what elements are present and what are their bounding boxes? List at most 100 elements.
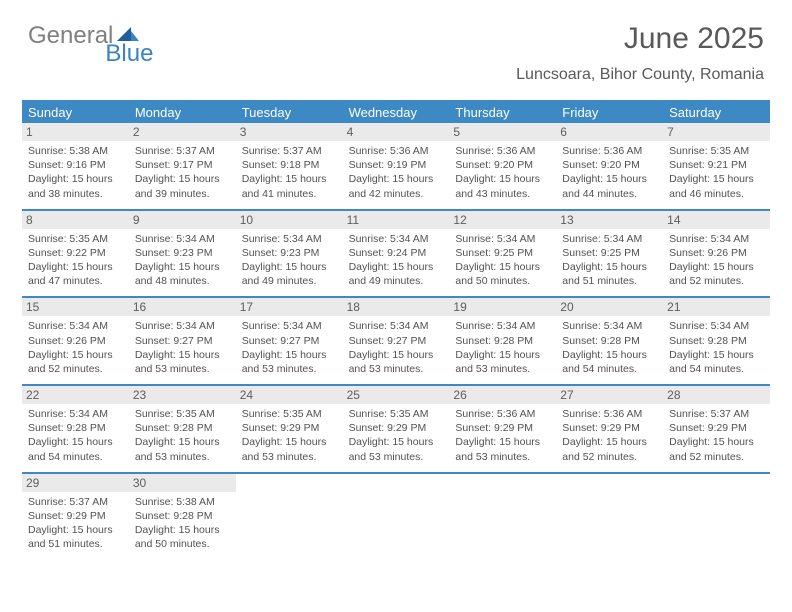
calendar-cell: 14Sunrise: 5:34 AMSunset: 9:26 PMDayligh…	[663, 211, 770, 297]
sunset-line: Sunset: 9:23 PM	[242, 246, 337, 260]
sunset-line: Sunset: 9:26 PM	[669, 246, 764, 260]
daylight-line: Daylight: 15 hours and 52 minutes.	[669, 260, 764, 288]
daylight-line: Daylight: 15 hours and 53 minutes.	[455, 435, 550, 463]
sunset-line: Sunset: 9:20 PM	[562, 158, 657, 172]
day-number: 6	[556, 123, 663, 141]
sunrise-line: Sunrise: 5:35 AM	[135, 407, 230, 421]
daylight-line: Daylight: 15 hours and 48 minutes.	[135, 260, 230, 288]
sunrise-line: Sunrise: 5:34 AM	[349, 319, 444, 333]
day-name: Monday	[129, 102, 236, 123]
sunrise-line: Sunrise: 5:35 AM	[242, 407, 337, 421]
day-number: 18	[343, 298, 450, 316]
sunrise-line: Sunrise: 5:36 AM	[349, 144, 444, 158]
sunrise-line: Sunrise: 5:36 AM	[562, 407, 657, 421]
sunset-line: Sunset: 9:20 PM	[455, 158, 550, 172]
sunrise-line: Sunrise: 5:37 AM	[242, 144, 337, 158]
brand-second: Blue	[105, 42, 153, 66]
day-name: Friday	[556, 102, 663, 123]
calendar-cell: 23Sunrise: 5:35 AMSunset: 9:28 PMDayligh…	[129, 386, 236, 472]
day-number: 12	[449, 211, 556, 229]
sunrise-line: Sunrise: 5:34 AM	[28, 407, 123, 421]
calendar-week: 15Sunrise: 5:34 AMSunset: 9:26 PMDayligh…	[22, 298, 770, 386]
calendar-cell	[556, 474, 663, 560]
calendar-cell: 25Sunrise: 5:35 AMSunset: 9:29 PMDayligh…	[343, 386, 450, 472]
calendar-cell: 28Sunrise: 5:37 AMSunset: 9:29 PMDayligh…	[663, 386, 770, 472]
daylight-line: Daylight: 15 hours and 38 minutes.	[28, 172, 123, 200]
sunrise-line: Sunrise: 5:34 AM	[669, 319, 764, 333]
sunrise-line: Sunrise: 5:34 AM	[455, 232, 550, 246]
daylight-line: Daylight: 15 hours and 51 minutes.	[562, 260, 657, 288]
sunrise-line: Sunrise: 5:34 AM	[242, 319, 337, 333]
daylight-line: Daylight: 15 hours and 51 minutes.	[28, 523, 123, 551]
calendar-cell: 29 Sunrise: 5:37 AMSunset: 9:29 PMDayligh…	[22, 474, 129, 560]
day-name: Wednesday	[343, 102, 450, 123]
page-header: June 2025 Luncsoara, Bihor County, Roman…	[516, 22, 764, 84]
sunset-line: Sunset: 9:22 PM	[28, 246, 123, 260]
calendar-week: 1Sunrise: 5:38 AMSunset: 9:16 PMDaylight…	[22, 123, 770, 211]
calendar-cell: 27Sunrise: 5:36 AMSunset: 9:29 PMDayligh…	[556, 386, 663, 472]
calendar-cell	[236, 474, 343, 560]
sunrise-line: Sunrise: 5:35 AM	[28, 232, 123, 246]
daylight-line: Daylight: 15 hours and 44 minutes.	[562, 172, 657, 200]
sunset-line: Sunset: 9:27 PM	[242, 334, 337, 348]
day-number: 17	[236, 298, 343, 316]
day-number: 26	[449, 386, 556, 404]
sunset-line: Sunset: 9:18 PM	[242, 158, 337, 172]
day-number: 19	[449, 298, 556, 316]
day-number: 10	[236, 211, 343, 229]
calendar-cell: 7Sunrise: 5:35 AMSunset: 9:21 PMDaylight…	[663, 123, 770, 209]
sunrise-line: Sunrise: 5:38 AM	[135, 495, 230, 509]
day-number: 2	[129, 123, 236, 141]
sunset-line: Sunset: 9:16 PM	[28, 158, 123, 172]
daylight-line: Daylight: 15 hours and 46 minutes.	[669, 172, 764, 200]
sunset-line: Sunset: 9:21 PM	[669, 158, 764, 172]
sunrise-line: Sunrise: 5:34 AM	[135, 232, 230, 246]
calendar-cell: 22Sunrise: 5:34 AMSunset: 9:28 PMDayligh…	[22, 386, 129, 472]
day-name: Thursday	[449, 102, 556, 123]
sunset-line: Sunset: 9:28 PM	[455, 334, 550, 348]
sunrise-line: Sunrise: 5:37 AM	[135, 144, 230, 158]
daylight-line: Daylight: 15 hours and 54 minutes.	[669, 348, 764, 376]
sunset-line: Sunset: 9:29 PM	[455, 421, 550, 435]
daylight-line: Daylight: 15 hours and 41 minutes.	[242, 172, 337, 200]
daylight-line: Daylight: 15 hours and 54 minutes.	[562, 348, 657, 376]
brand-first: General	[28, 24, 113, 48]
sunrise-line: Sunrise: 5:37 AM	[669, 407, 764, 421]
sunset-line: Sunset: 9:25 PM	[455, 246, 550, 260]
day-number: 25	[343, 386, 450, 404]
sunset-line: Sunset: 9:25 PM	[562, 246, 657, 260]
calendar-cell	[343, 474, 450, 560]
sunrise-line: Sunrise: 5:36 AM	[455, 407, 550, 421]
daylight-line: Daylight: 15 hours and 39 minutes.	[135, 172, 230, 200]
daylight-line: Daylight: 15 hours and 49 minutes.	[242, 260, 337, 288]
sunset-line: Sunset: 9:24 PM	[349, 246, 444, 260]
day-number: 3	[236, 123, 343, 141]
calendar-cell: 2Sunrise: 5:37 AMSunset: 9:17 PMDaylight…	[129, 123, 236, 209]
calendar-week: 8Sunrise: 5:35 AMSunset: 9:22 PMDaylight…	[22, 211, 770, 299]
sunset-line: Sunset: 9:19 PM	[349, 158, 444, 172]
sunset-line: Sunset: 9:29 PM	[28, 509, 123, 523]
sunrise-line: Sunrise: 5:37 AM	[28, 495, 123, 509]
sunset-line: Sunset: 9:23 PM	[135, 246, 230, 260]
day-number: 1	[22, 123, 129, 141]
day-number: 9	[129, 211, 236, 229]
sunrise-line: Sunrise: 5:34 AM	[28, 319, 123, 333]
calendar-title: June 2025	[516, 22, 764, 56]
day-number: 23	[129, 386, 236, 404]
sunset-line: Sunset: 9:28 PM	[562, 334, 657, 348]
day-number: 29	[22, 474, 129, 492]
sunrise-line: Sunrise: 5:34 AM	[669, 232, 764, 246]
calendar-cell: 3 Sunrise: 5:37 AMSunset: 9:18 PMDaylight…	[236, 123, 343, 209]
sunrise-line: Sunrise: 5:34 AM	[455, 319, 550, 333]
sunrise-line: Sunrise: 5:34 AM	[242, 232, 337, 246]
sunset-line: Sunset: 9:28 PM	[135, 421, 230, 435]
daylight-line: Daylight: 15 hours and 47 minutes.	[28, 260, 123, 288]
day-number: 22	[22, 386, 129, 404]
daylight-line: Daylight: 15 hours and 49 minutes.	[349, 260, 444, 288]
daylight-line: Daylight: 15 hours and 52 minutes.	[562, 435, 657, 463]
calendar-cell: 16Sunrise: 5:34 AMSunset: 9:27 PMDayligh…	[129, 298, 236, 384]
day-name: Tuesday	[236, 102, 343, 123]
day-number: 5	[449, 123, 556, 141]
sunset-line: Sunset: 9:29 PM	[669, 421, 764, 435]
calendar-cell: 4Sunrise: 5:36 AMSunset: 9:19 PMDaylight…	[343, 123, 450, 209]
